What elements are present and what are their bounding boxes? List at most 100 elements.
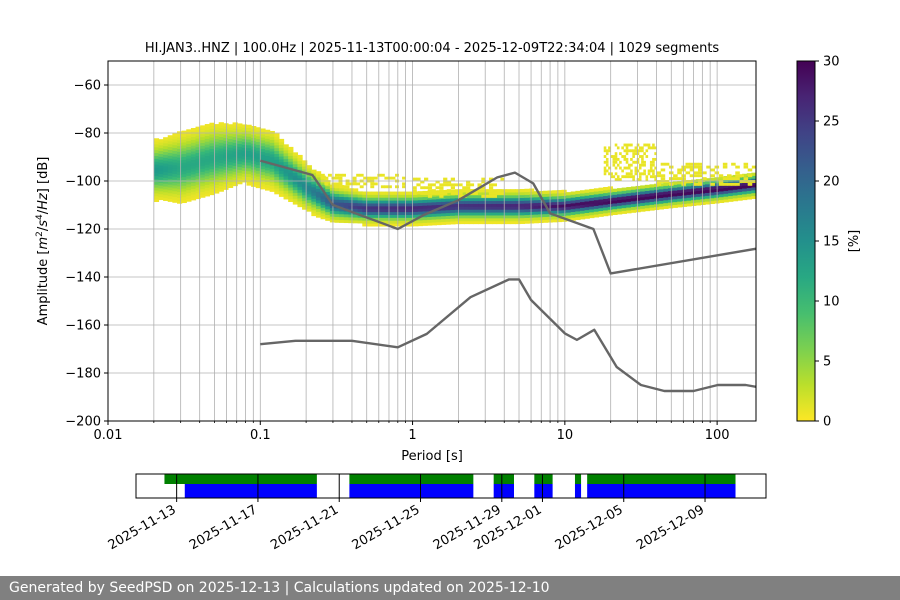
density-cell [412, 177, 417, 181]
density-cell [195, 158, 201, 162]
density-cell [709, 177, 715, 181]
density-cell [251, 149, 257, 153]
density-cell [718, 199, 725, 203]
density-cell [515, 220, 521, 225]
density-cell [616, 178, 620, 181]
density-cell [190, 182, 197, 186]
density-cell [311, 204, 317, 208]
density-cell [209, 160, 215, 164]
density-cell [306, 191, 312, 195]
density-cell [605, 157, 609, 161]
density-cell [325, 191, 331, 195]
density-cell [742, 193, 748, 198]
density-cell [177, 180, 183, 184]
density-cell [306, 173, 312, 178]
density-cell [589, 191, 595, 196]
density-cell [265, 178, 271, 182]
density-cell [487, 220, 493, 225]
density-cell [431, 193, 437, 197]
density-cell [718, 185, 725, 189]
density-cell [223, 175, 229, 179]
density-cell [709, 186, 715, 190]
density-cell [395, 185, 399, 189]
density-cell [223, 157, 229, 162]
density-cell [200, 133, 206, 138]
density-cell [349, 182, 354, 186]
density-cell [195, 190, 201, 194]
density-cell [218, 136, 224, 140]
density-cell [640, 205, 646, 209]
density-cell [399, 194, 405, 198]
density-cell [644, 196, 651, 200]
density-cell [172, 162, 178, 166]
density-cell [746, 176, 752, 180]
density-cell [515, 212, 521, 216]
density-cell [311, 178, 317, 182]
y-tick-label: −200 [65, 415, 101, 430]
density-cell [575, 208, 581, 212]
density-cell [566, 200, 572, 205]
density-cell [621, 155, 624, 158]
density-cell [450, 198, 456, 202]
density-cell [500, 177, 505, 181]
density-cell [200, 142, 206, 146]
density-cell [589, 209, 595, 213]
density-cell [311, 198, 317, 202]
density-cell [473, 209, 479, 213]
density-cell [496, 194, 502, 199]
density-cell [269, 177, 275, 181]
density-cell [297, 186, 303, 190]
density-cell [232, 179, 238, 184]
density-cell [292, 184, 299, 188]
density-cell [232, 159, 238, 164]
density-cell [356, 173, 361, 177]
density-cell [362, 223, 368, 227]
density-cell [634, 160, 638, 164]
density-cell [153, 149, 160, 154]
density-cell [649, 201, 655, 205]
density-cell [693, 182, 699, 186]
density-cell [743, 165, 749, 169]
density-cell [181, 136, 187, 140]
density-cell [695, 202, 702, 206]
density-cell [278, 184, 285, 189]
density-cell [445, 209, 451, 214]
density-cell [283, 167, 289, 171]
density-cell [403, 217, 410, 221]
density-cell [695, 193, 702, 197]
density-cell [420, 186, 425, 190]
density-cell [718, 193, 725, 198]
density-cell [274, 150, 280, 154]
density-cell [695, 187, 702, 192]
density-cell [496, 200, 502, 204]
density-cell [621, 204, 627, 209]
density-cell [441, 215, 447, 220]
density-cell [709, 192, 715, 196]
density-cell [251, 126, 257, 130]
density-cell [658, 200, 664, 204]
density-cell [163, 148, 169, 153]
density-cell [700, 193, 706, 197]
density-cell [603, 169, 607, 173]
density-cell [394, 208, 400, 213]
density-cell [427, 202, 433, 206]
density-cell [172, 136, 178, 140]
density-cell [320, 207, 326, 211]
density-cell [663, 202, 669, 207]
timeline-bar-blue [493, 484, 514, 498]
density-cell [357, 200, 363, 204]
density-cell [338, 176, 343, 180]
density-cell [519, 197, 526, 201]
density-cell [603, 155, 607, 158]
density-cell [632, 149, 635, 153]
density-cell [561, 218, 567, 222]
density-cell [445, 201, 451, 205]
density-cell [660, 168, 666, 172]
density-cell [700, 181, 706, 185]
density-cell [329, 207, 336, 211]
density-cell [362, 191, 368, 195]
density-cell [251, 174, 257, 179]
density-cell [260, 186, 266, 190]
density-cell [320, 184, 326, 188]
density-cell [468, 212, 475, 216]
